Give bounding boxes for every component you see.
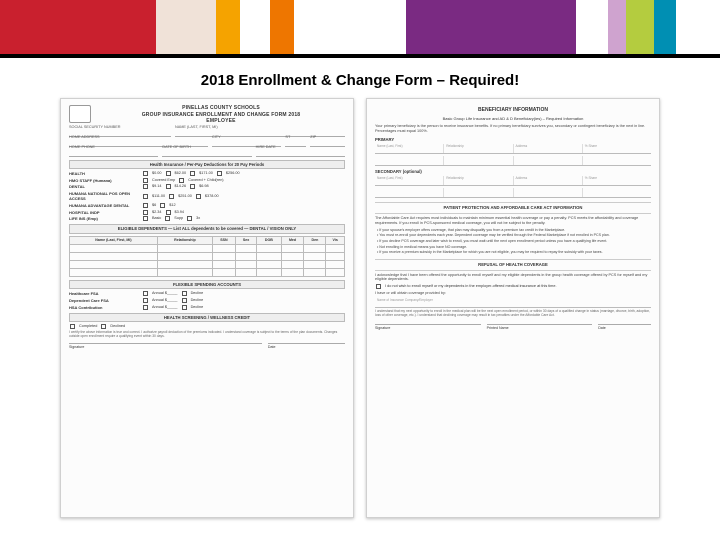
plan-row: HUMANA NATIONAL POS OPEN ACCESS$111.00$2…: [69, 191, 345, 201]
secondary-label: SECONDARY (optional): [375, 169, 651, 174]
aca-title: PATIENT PROTECTION AND AFFORDABLE CARE A…: [375, 202, 651, 213]
printed-name: Printed Name: [487, 324, 593, 332]
brand-color-bar: [0, 0, 720, 54]
brand-swatch: [608, 0, 626, 54]
brand-swatch: [654, 0, 676, 54]
lbl-city: CITY: [212, 135, 221, 140]
lbl-dob: DATE OF BIRTH: [162, 145, 191, 150]
brand-swatch: [406, 0, 576, 54]
sig-employee: Signature: [69, 343, 262, 351]
disclaimer: I certify the above information is true …: [69, 331, 345, 339]
refusal-text: I acknowledge that I have been offered t…: [375, 273, 651, 283]
beneficiary-line: Name (Last, First)RelationshipAddress% S…: [375, 144, 651, 154]
plan-row: DENTAL$9.14$14.26$6.98: [69, 184, 345, 189]
beneficiary-note: Your primary beneficiary is the person t…: [375, 124, 651, 134]
beneficiary-line: [375, 156, 651, 166]
brand-swatch: [156, 0, 216, 54]
other-line: Name of Insurance Company/Employer: [375, 298, 651, 307]
section-dependents: ELIGIBLE DEPENDENTS — List ALL dependent…: [69, 224, 345, 233]
beneficiary-title: BENEFICIARY INFORMATION: [375, 107, 651, 114]
form-org-heading: PINELLAS COUNTY SCHOOLS GROUP INSURANCE …: [97, 105, 345, 125]
aca-text: The Affordable Care Act requires most in…: [375, 216, 651, 226]
sig-date: Date: [268, 343, 345, 351]
form-page-2: BENEFICIARY INFORMATION Basic Group Life…: [366, 98, 660, 518]
other-cov: I have or will obtain coverage provided …: [375, 291, 446, 295]
plan-row: HOSPITAL INDP$2.34$3.94: [69, 210, 345, 215]
table-row: [70, 260, 345, 268]
beneficiary-line: [375, 188, 651, 198]
plan-row: HUMANA ADVANTAGE DENTAL$6$12: [69, 203, 345, 208]
lbl-hire: HIRE DATE: [256, 145, 276, 150]
brand-swatch: [0, 0, 156, 54]
primary-label: PRIMARY: [375, 137, 651, 142]
aca-bullet: • You must re-enroll your dependents eac…: [381, 233, 651, 238]
aca-bullet: • If your spouse's employer offers cover…: [381, 228, 651, 233]
ack-text: I understand that my next opportunity to…: [375, 310, 651, 318]
table-row: [70, 268, 345, 276]
org-logo: [69, 105, 91, 123]
aca-bullet: • If you receive a premium subsidy in th…: [381, 250, 651, 255]
plan-row: HMO STAFF (Humana)Covered EmpCovered + C…: [69, 178, 345, 183]
aca-bullet: • If you decline PCS coverage and later …: [381, 239, 651, 244]
lbl-phone: HOME PHONE: [69, 145, 95, 150]
section-wellness: HEALTH SCREENING / WELLNESS CREDIT: [69, 313, 345, 322]
section-health: Health Insurance / Per-Pay Deductions fo…: [69, 160, 345, 169]
brand-swatch: [216, 0, 240, 54]
plan-row: LIFE INS (Emp)BasicSupp3x: [69, 216, 345, 221]
brand-swatch: [294, 0, 406, 54]
brand-swatch: [240, 0, 270, 54]
lbl-zip: ZIP: [310, 135, 316, 140]
brand-swatch: [270, 0, 294, 54]
decline-line: I do not wish to enroll myself or my dep…: [385, 284, 557, 289]
lbl-ssn: SOCIAL SECURITY NUMBER: [69, 125, 120, 130]
brand-swatch: [676, 0, 720, 54]
slide-title-row: 2018 Enrollment & Change Form – Required…: [0, 58, 720, 98]
aca-bullet: • Not enrolling in medical means you hav…: [381, 245, 651, 250]
sig2: Signature: [375, 324, 481, 332]
lbl-name: NAME (LAST, FIRST, MI): [175, 125, 218, 130]
form-page-1: PINELLAS COUNTY SCHOOLS GROUP INSURANCE …: [60, 98, 354, 518]
refusal-title: REFUSAL OF HEALTH COVERAGE: [375, 259, 651, 270]
fsa-row: Healthcare FSAAnnual $_____Decline: [69, 291, 345, 296]
brand-swatch: [626, 0, 654, 54]
sig2-date: Date: [598, 324, 651, 332]
form-role: EMPLOYEE: [97, 118, 345, 125]
slide-title: 2018 Enrollment & Change Form – Required…: [201, 72, 519, 89]
lbl-state: ST: [285, 135, 290, 140]
section-fsa: FLEXIBLE SPENDING ACCOUNTS: [69, 280, 345, 289]
fsa-row: HSA ContributionAnnual $_____Decline: [69, 305, 345, 310]
beneficiary-sub: Basic Group Life Insurance and AD & D Be…: [375, 116, 651, 121]
brand-swatch: [576, 0, 608, 54]
dependents-table: Name (Last, First, MI)RelationshipSSNSex…: [69, 236, 345, 277]
table-row: [70, 244, 345, 252]
forms-container: PINELLAS COUNTY SCHOOLS GROUP INSURANCE …: [0, 98, 720, 518]
lbl-addr: HOME ADDRESS: [69, 135, 100, 140]
table-row: [70, 252, 345, 260]
fsa-row: Dependent Care FSAAnnual $_____Decline: [69, 298, 345, 303]
beneficiary-line: Name (Last, First)RelationshipAddress% S…: [375, 176, 651, 186]
plan-row: HEALTH$0.00$62.00$171.00$256.00: [69, 171, 345, 176]
